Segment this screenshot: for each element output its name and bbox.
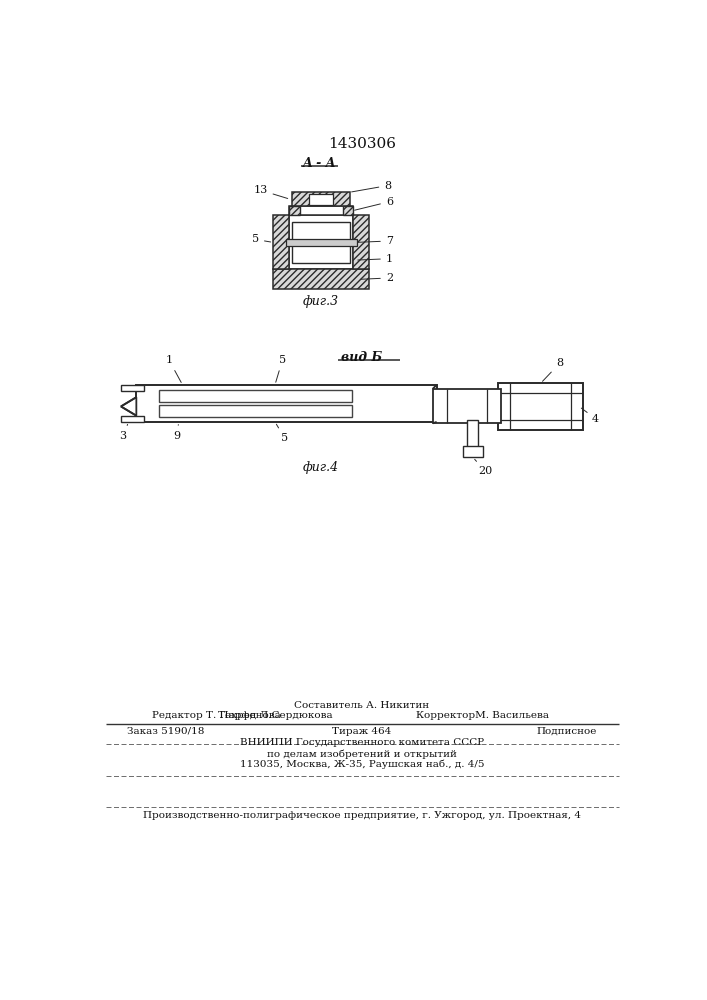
- Text: Редактор Т. Парфенова: Редактор Т. Парфенова: [152, 711, 281, 720]
- Bar: [286, 239, 356, 246]
- Bar: [463, 446, 483, 457]
- Text: 5: 5: [276, 424, 288, 443]
- Bar: [354, 215, 369, 269]
- Text: 20: 20: [474, 459, 493, 476]
- Bar: [433, 389, 501, 423]
- Text: 9: 9: [173, 425, 180, 441]
- Bar: [274, 269, 369, 289]
- Bar: [292, 192, 351, 206]
- Text: 3: 3: [119, 424, 127, 441]
- Text: 13: 13: [253, 185, 288, 198]
- Text: A - A: A - A: [303, 157, 337, 170]
- Bar: [288, 206, 300, 215]
- Bar: [288, 215, 354, 269]
- Text: по делам изобретений и открытий: по делам изобретений и открытий: [267, 749, 457, 759]
- Bar: [467, 420, 478, 450]
- Text: Заказ 5190/18: Заказ 5190/18: [127, 727, 204, 736]
- Text: 1: 1: [165, 355, 181, 382]
- Text: 8: 8: [351, 181, 392, 192]
- Bar: [309, 194, 334, 205]
- Bar: [498, 383, 583, 430]
- Text: фиг.3: фиг.3: [303, 295, 339, 308]
- Bar: [160, 405, 352, 417]
- Text: КорректорМ. Васильева: КорректорМ. Васильева: [416, 711, 549, 720]
- Text: 4: 4: [581, 408, 600, 424]
- Bar: [136, 385, 437, 422]
- Bar: [160, 389, 352, 402]
- Bar: [121, 416, 144, 422]
- Text: вид Б: вид Б: [341, 351, 382, 364]
- Bar: [288, 206, 354, 215]
- Text: Составитель А. Никитин: Составитель А. Никитин: [294, 701, 430, 710]
- Text: 1: 1: [358, 254, 393, 264]
- Text: 7: 7: [358, 236, 393, 246]
- Text: Техред Л.Сердюкова: Техред Л.Сердюкова: [218, 711, 332, 720]
- Text: Тираж 464: Тираж 464: [332, 727, 392, 736]
- Text: Производственно-полиграфическое предприятие, г. Ужгород, ул. Проектная, 4: Производственно-полиграфическое предприя…: [143, 811, 581, 820]
- Text: 5: 5: [252, 234, 271, 244]
- Text: Подписное: Подписное: [537, 727, 597, 736]
- Bar: [121, 385, 144, 391]
- Text: ВНИИПИ Государственного комитета СССР: ВНИИПИ Государственного комитета СССР: [240, 738, 484, 747]
- Polygon shape: [121, 397, 136, 416]
- Text: 113035, Москва, Ж-35, Раушская наб., д. 4/5: 113035, Москва, Ж-35, Раушская наб., д. …: [240, 760, 484, 769]
- Text: 8: 8: [542, 358, 563, 381]
- Text: 1430306: 1430306: [328, 137, 396, 151]
- Text: 5: 5: [276, 355, 286, 382]
- Text: 6: 6: [355, 197, 393, 210]
- Bar: [274, 215, 288, 269]
- Bar: [292, 222, 351, 263]
- Text: 2: 2: [361, 273, 393, 283]
- Bar: [343, 206, 354, 215]
- Text: фиг.4: фиг.4: [303, 461, 339, 474]
